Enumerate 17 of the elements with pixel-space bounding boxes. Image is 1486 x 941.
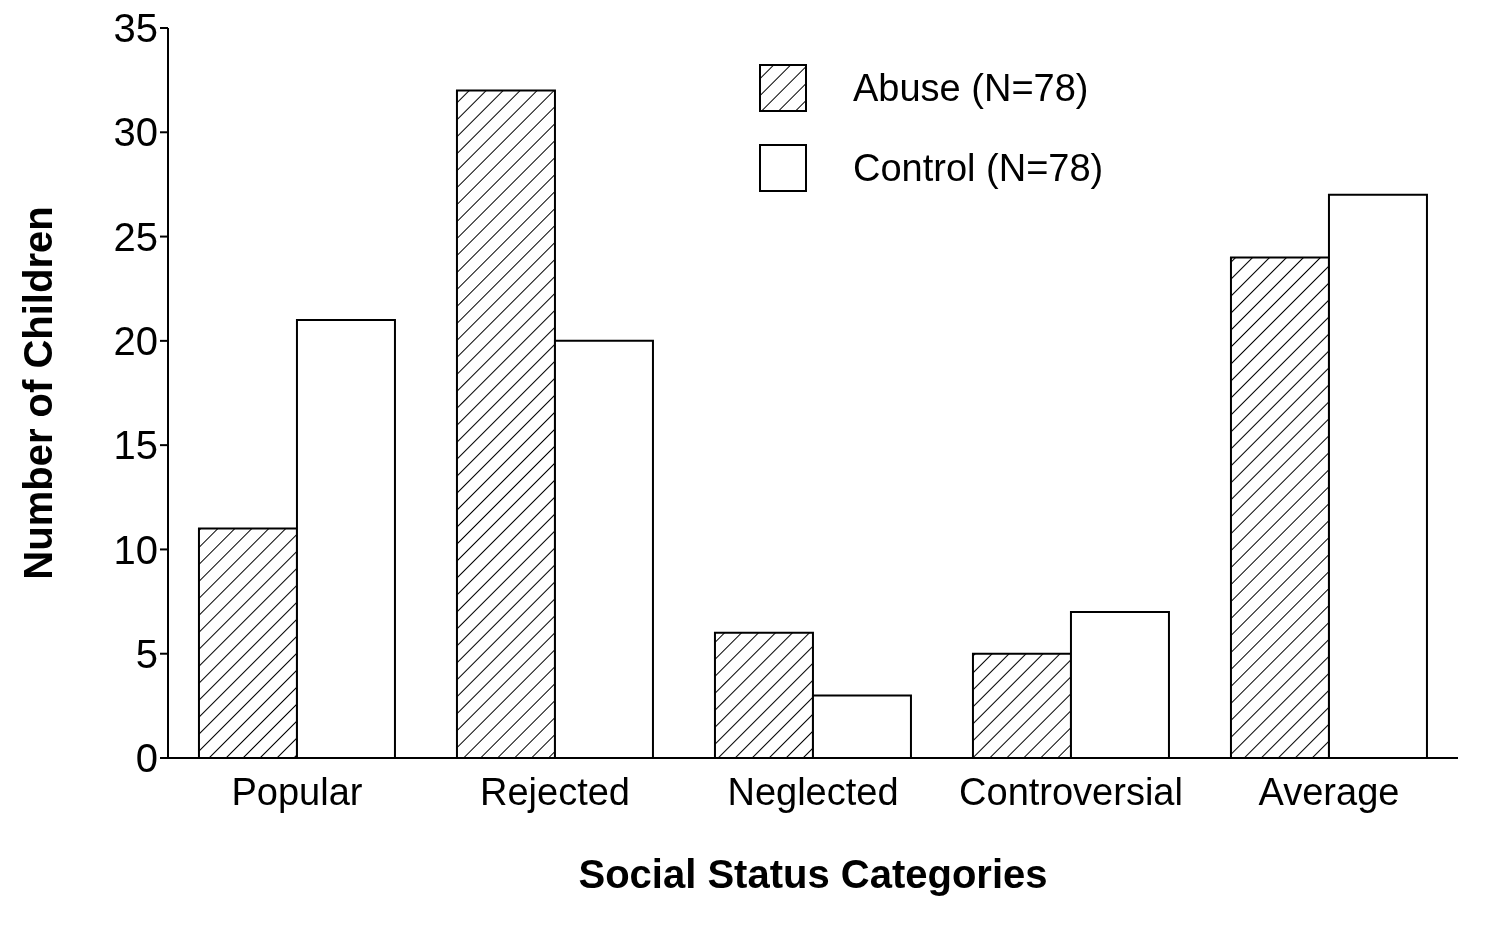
x-tick-label: Rejected xyxy=(480,770,630,813)
y-tick-label: 25 xyxy=(113,214,158,259)
x-tick-label: Average xyxy=(1258,770,1400,813)
x-tick-label: Neglected xyxy=(727,770,899,813)
y-tick-label: 5 xyxy=(135,631,158,676)
legend-label: Abuse (N=78) xyxy=(853,66,1089,111)
y-axis-title: Number of Children xyxy=(16,206,61,580)
y-tick-label: 0 xyxy=(135,736,158,781)
x-axis-title: Social Status Categories xyxy=(578,852,1048,896)
legend-label: Control (N=78) xyxy=(853,146,1104,191)
y-tick-label: 30 xyxy=(113,110,158,155)
y-tick-label: 15 xyxy=(113,423,158,468)
y-tick-label: 10 xyxy=(113,527,158,572)
y-tick-label: 35 xyxy=(113,6,158,51)
x-tick-label: Popular xyxy=(231,770,363,813)
y-tick-label: 20 xyxy=(113,319,158,364)
x-tick-label: Controversial xyxy=(959,770,1183,813)
